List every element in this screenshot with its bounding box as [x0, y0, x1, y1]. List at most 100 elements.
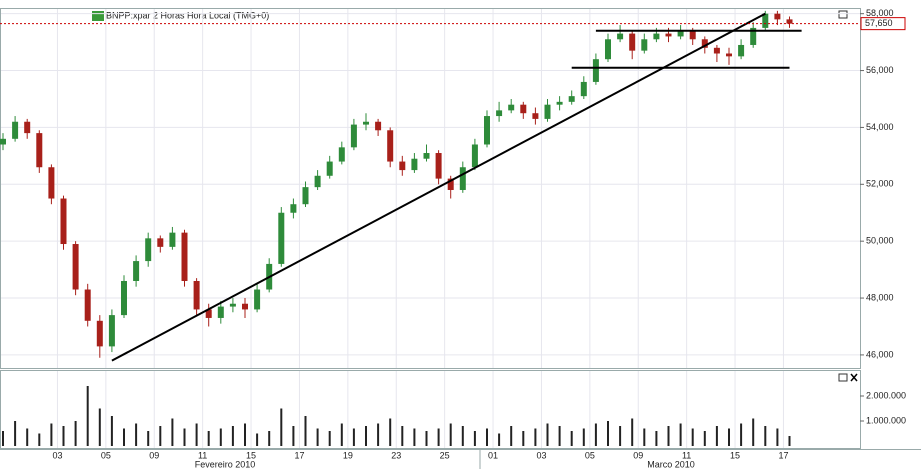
candle-body [72, 244, 79, 290]
y-tick-label: 58,000 [866, 8, 894, 18]
volume-bar [316, 428, 319, 446]
candle-body [133, 261, 140, 281]
y-tick-label: 54,000 [866, 122, 894, 132]
y-tick-label: 52,000 [866, 179, 894, 189]
candle-body [484, 116, 490, 145]
candle-body [713, 47, 720, 54]
candle-body [254, 289, 261, 310]
volume-bar [788, 436, 791, 446]
volume-bar [328, 431, 331, 446]
x-tick-label: 17 [778, 450, 788, 460]
candle-body [181, 232, 188, 281]
candle-body [96, 320, 103, 347]
x-tick-label: 23 [391, 450, 401, 460]
candle-body [556, 101, 563, 105]
volume-bar [183, 428, 186, 446]
volume-bar [135, 423, 138, 446]
volume-bar [62, 426, 65, 446]
candle-body [532, 113, 539, 119]
candle-body [520, 104, 527, 114]
candle-body [205, 309, 212, 318]
candle-body [459, 167, 466, 190]
candle-body [605, 39, 611, 60]
candle-body [496, 110, 503, 117]
volume-bar [2, 431, 4, 446]
x-tick-label: 09 [633, 450, 643, 460]
volume-bar [691, 428, 694, 446]
x-tick-label: 15 [246, 450, 256, 460]
candle-body [145, 238, 152, 262]
month-label: Fevereiro 2010 [195, 459, 256, 469]
candle-body [411, 158, 418, 171]
x-tick-label: 11 [198, 450, 207, 460]
volume-bar [655, 431, 658, 446]
volume-bar [643, 428, 646, 446]
candle-body [350, 124, 357, 148]
maximize-icon[interactable] [838, 10, 848, 19]
candle-body [278, 212, 285, 264]
candle-body [12, 121, 19, 139]
candle-body [24, 121, 31, 134]
volume-bar [679, 423, 682, 446]
volume-bar [86, 386, 89, 446]
close-icon[interactable] [850, 373, 858, 382]
volume-bar [365, 426, 367, 446]
volume-bar [159, 426, 162, 446]
volume-bar [401, 426, 404, 446]
candle-body [121, 280, 127, 316]
last-price-box [860, 17, 906, 31]
volume-bar [147, 431, 150, 446]
x-tick-label: 05 [101, 450, 111, 460]
volume-bar [631, 418, 634, 446]
volume-bar [461, 426, 464, 446]
y-tick-label: 46,000 [866, 349, 894, 359]
candle-body [435, 153, 442, 179]
volume-bar [764, 426, 767, 446]
volume-bar [546, 423, 549, 446]
y-tick-label: 48,000 [866, 292, 894, 302]
candle-body [701, 39, 708, 48]
candle-body [108, 315, 115, 347]
volume-bar [352, 428, 355, 446]
volume-bar [413, 428, 416, 446]
candle-body [592, 59, 599, 82]
volume-bar [607, 421, 609, 446]
volume-bar [195, 423, 198, 446]
volume-bar [98, 408, 101, 446]
candle-body [314, 175, 321, 188]
candle-body [326, 161, 333, 176]
y-tick-label: 50,000 [866, 236, 894, 246]
chart-title[interactable]: BNPP:xpar 2 Horas Hora Local (TMG+0) [106, 10, 269, 20]
volume-bar [110, 416, 113, 446]
candle-body [629, 33, 636, 51]
candle-body [580, 81, 587, 97]
candle-body [169, 232, 176, 247]
candle-body [84, 289, 91, 321]
candle-body [665, 33, 672, 37]
y-tick-label: 2.000.000 [866, 390, 906, 400]
volume-bar [304, 416, 307, 446]
candle-body [290, 204, 297, 213]
volume-bar [558, 426, 561, 446]
volume-bar [534, 428, 537, 446]
candle-body [302, 187, 309, 205]
candle-body [447, 178, 454, 190]
x-tick-label: 03 [52, 450, 62, 460]
volume-bar [752, 418, 755, 446]
volume-bar [740, 423, 743, 446]
volume-bar [498, 433, 501, 446]
volume-bar [244, 423, 246, 446]
maximize-icon[interactable] [838, 373, 848, 382]
x-tick-label: 05 [585, 450, 595, 460]
volume-bar [231, 426, 234, 446]
volume-bar [570, 431, 573, 446]
symbol-icon[interactable] [92, 11, 104, 21]
volume-bar [268, 431, 271, 446]
volume-bar [38, 433, 41, 446]
volume-bar [340, 423, 343, 446]
volume-bar [14, 421, 17, 446]
candle-body [762, 13, 769, 28]
volume-bar [715, 426, 718, 446]
candle-body [193, 280, 200, 310]
